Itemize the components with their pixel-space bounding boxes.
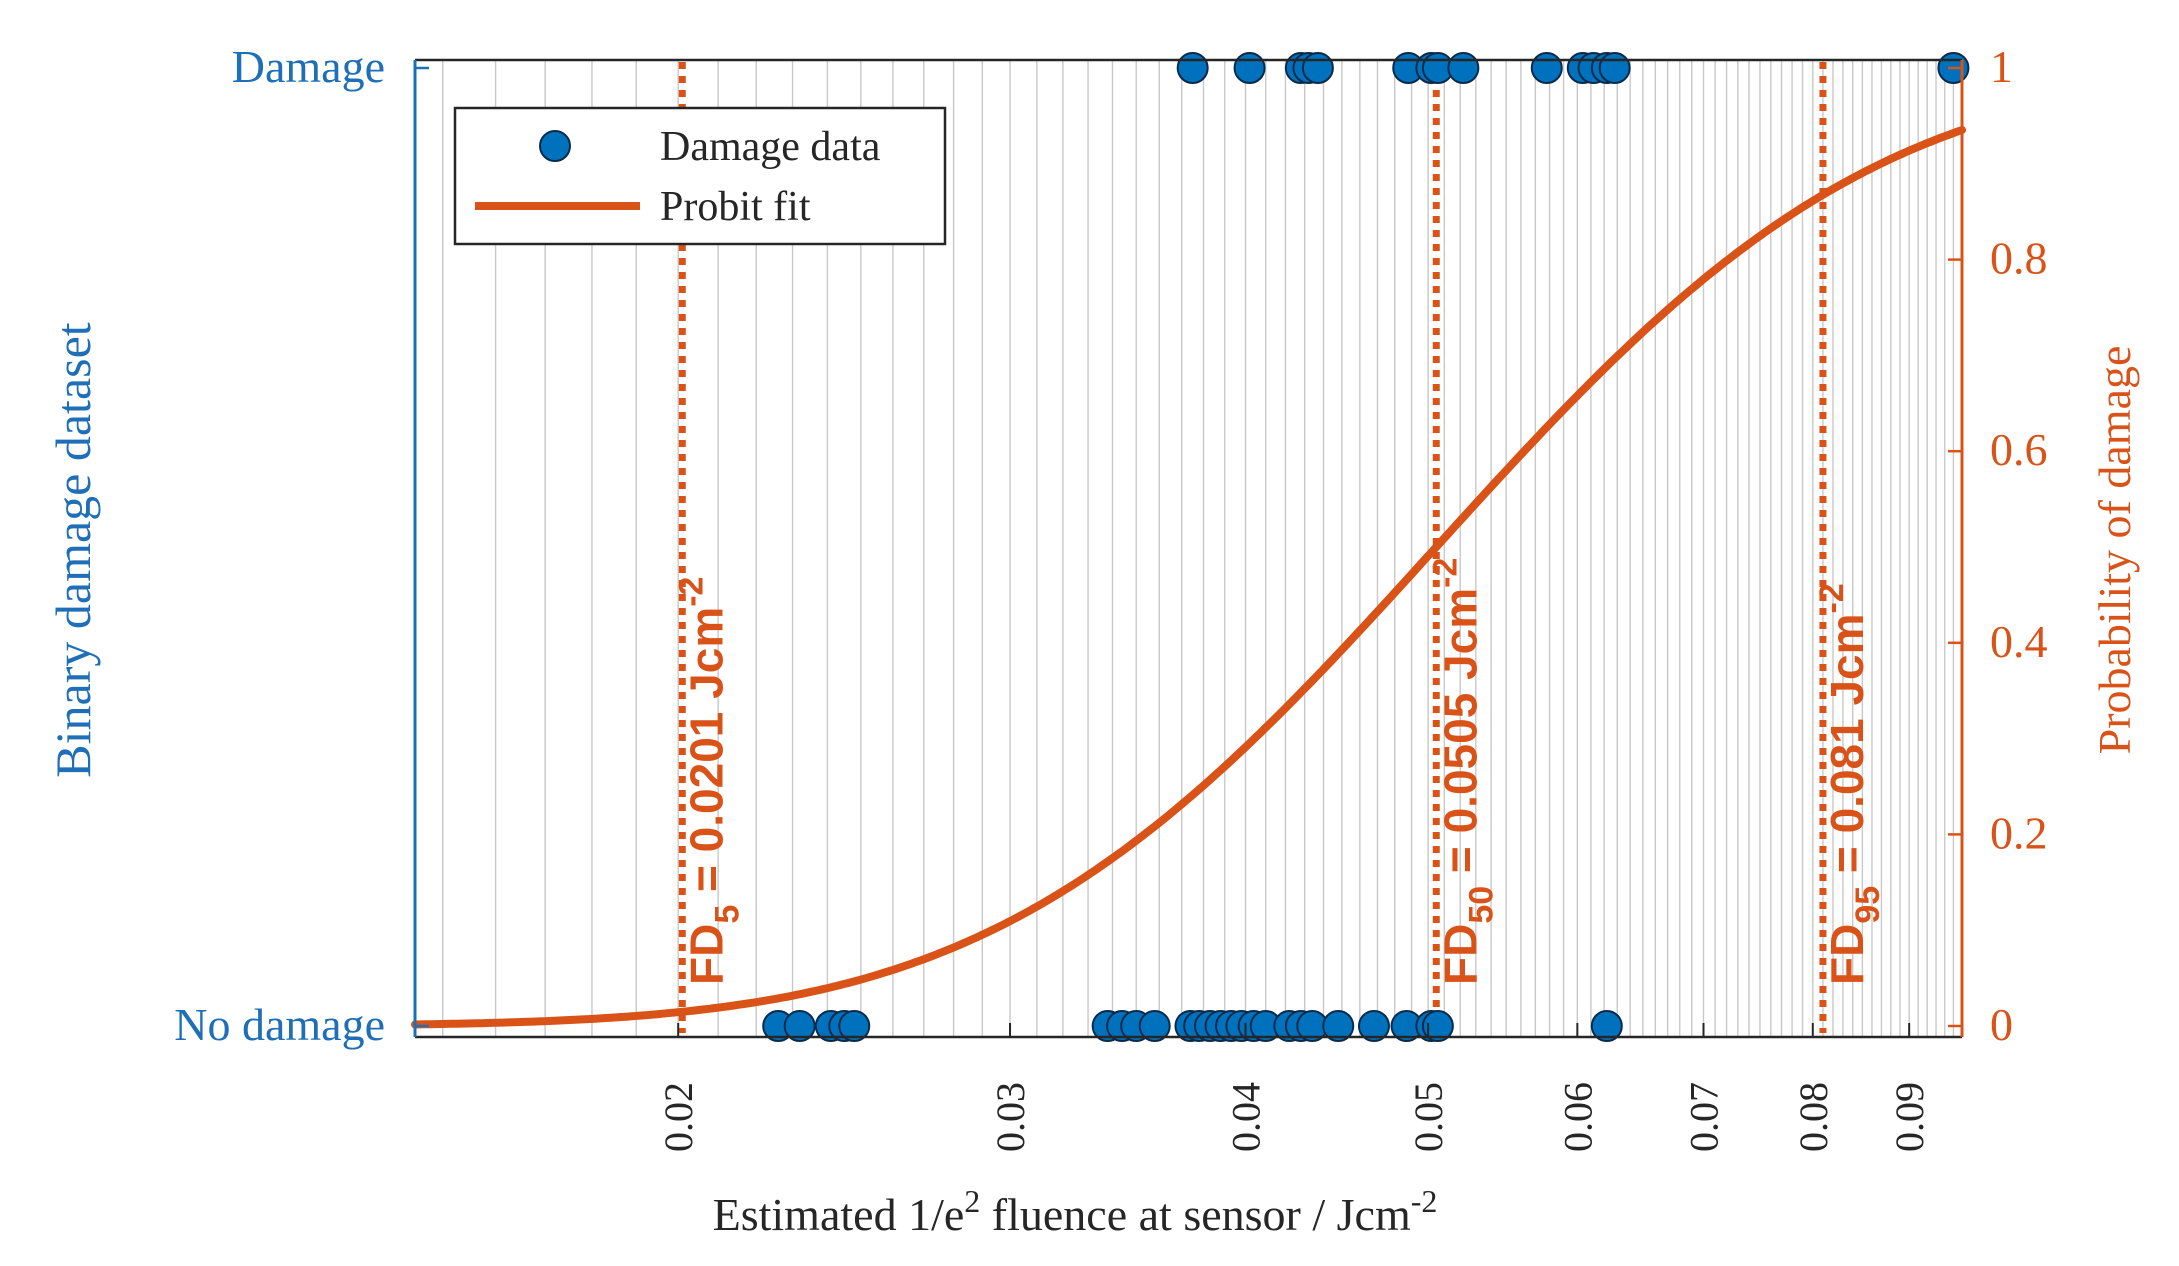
data-point-no-damage [1590, 1010, 1623, 1042]
data-point-no-damage [1357, 1010, 1390, 1042]
legend-label-damage-data: Damage data [660, 124, 881, 170]
x-tick-label: 0.09 [1887, 1082, 1932, 1152]
legend-box [453, 106, 947, 246]
fd-label-fd50: FD50 = 0.0505 Jcm-2 [1426, 558, 1500, 985]
data-point-no-damage [1421, 1010, 1454, 1042]
left-axis-label: Binary damage dataset [45, 322, 101, 777]
x-tick-label: 0.02 [656, 1082, 701, 1152]
left-tick-label: No damage [174, 999, 385, 1050]
data-point-damage [1233, 52, 1266, 84]
probit-fit-curve-group [411, 126, 1966, 1029]
left-tick-label: Damage [232, 41, 385, 92]
fd-label-fd5: FD5 = 0.0201 Jcm-2 [672, 577, 746, 985]
right-tick-label: 0 [1990, 999, 2013, 1050]
x-tick-label: 0.08 [1791, 1082, 1836, 1152]
right-tick-label: 0.4 [1990, 616, 2048, 667]
x-axis-label: Estimated 1/e2 fluence at sensor / Jcm-2 [713, 1183, 1438, 1240]
fd-annotations: FD5 = 0.0201 Jcm-2 FD50 = 0.0505 Jcm-2 FD9… [672, 558, 1887, 985]
data-point-damage [1530, 52, 1563, 84]
right-tick-label: 0.2 [1990, 807, 2048, 858]
data-point-no-damage [1138, 1010, 1171, 1042]
data-point-damage [1598, 52, 1631, 84]
x-tick-label: 0.06 [1555, 1082, 1600, 1152]
legend: Damage data Probit fit [453, 106, 947, 246]
x-tick-label: 0.04 [1223, 1082, 1268, 1152]
fd-label-fd95: FD95 = 0.081 Jcm-2 [1813, 583, 1887, 985]
data-point-no-damage [1322, 1010, 1355, 1042]
right-tick-label: 0.8 [1990, 233, 2048, 284]
x-tick-label: 0.03 [988, 1082, 1033, 1152]
right-tick-label: 1 [1990, 41, 2013, 92]
x-tick-label: 0.05 [1406, 1082, 1451, 1152]
data-point-damage [1447, 52, 1480, 84]
x-tick-label: 0.07 [1681, 1082, 1726, 1152]
data-point-no-damage [838, 1010, 871, 1042]
data-point-damage [1176, 52, 1209, 84]
legend-marker-icon [539, 130, 571, 162]
data-point-no-damage [783, 1010, 816, 1042]
axes: 0.02 0.03 0.04 0.05 0.06 0.07 0.08 0.09 Estimate… [45, 41, 2140, 1240]
right-tick-label: 0.6 [1990, 424, 2048, 475]
right-axis-label: Probability of damage [2089, 346, 2140, 755]
data-point-damage [1301, 52, 1334, 84]
probit-fit-line [411, 126, 1966, 1029]
legend-label-probit-fit: Probit fit [660, 184, 811, 230]
